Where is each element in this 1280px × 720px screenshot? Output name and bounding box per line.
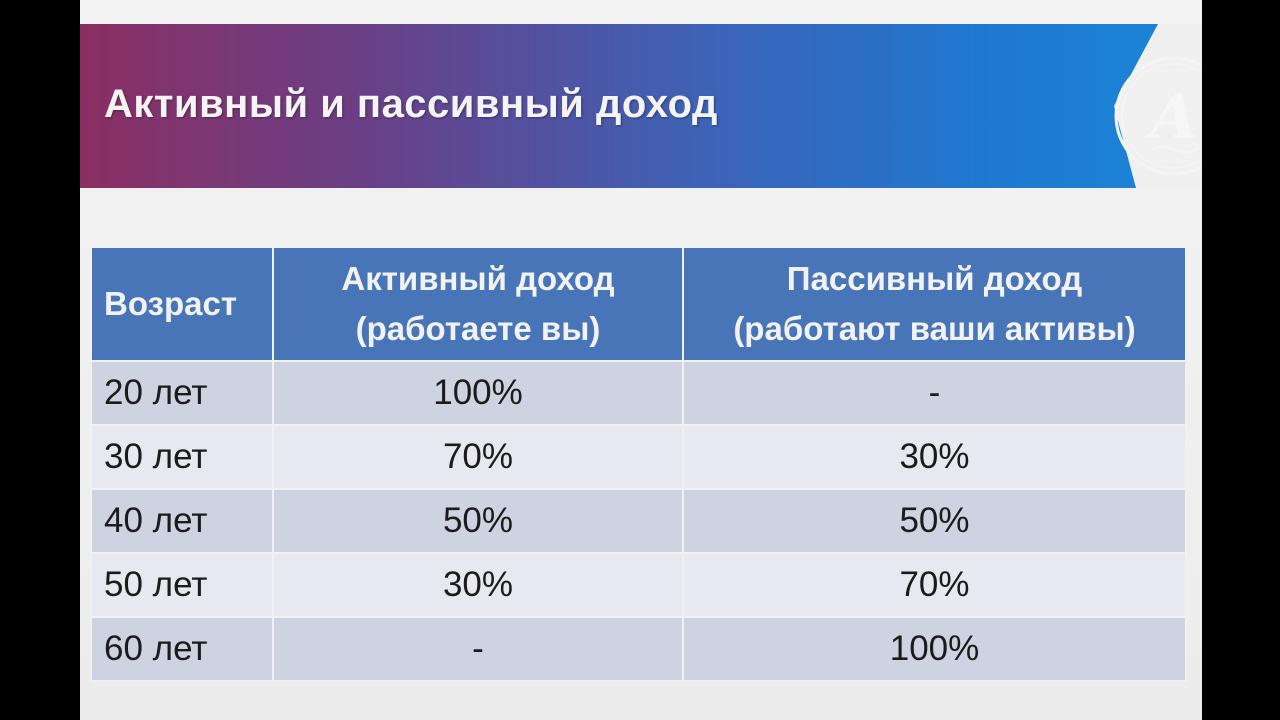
table-header-row: Возраст Активный доход (работаете вы) Па… [90, 246, 1187, 362]
title-banner [80, 24, 1202, 188]
age-cell: 20 лет [90, 360, 274, 426]
passive-cell: 70% [682, 552, 1187, 618]
passive-cell: 30% [682, 424, 1187, 490]
header-active-line2: (работаете вы) [355, 310, 601, 347]
income-table: Возраст Активный доход (работаете вы) Па… [90, 246, 1187, 682]
ornate-letter-a-logo-icon: A [1114, 56, 1202, 176]
presentation-slide: Активный и пассивный доход A Возраст Акт… [80, 0, 1202, 720]
table-row: 30 лет 70% 30% [90, 424, 1187, 490]
table-row: 60 лет - 100% [90, 616, 1187, 682]
letterbox-right [1202, 0, 1280, 720]
age-cell: 40 лет [90, 488, 274, 554]
passive-cell: 50% [682, 488, 1187, 554]
active-cell: 100% [272, 360, 684, 426]
table-row: 40 лет 50% 50% [90, 488, 1187, 554]
active-cell: - [272, 616, 684, 682]
passive-cell: - [682, 360, 1187, 426]
header-passive-line1: Пассивный доход [786, 260, 1083, 297]
header-age: Возраст [90, 246, 274, 362]
age-cell: 60 лет [90, 616, 274, 682]
logo-letter: A [1145, 80, 1198, 153]
active-cell: 50% [272, 488, 684, 554]
age-cell: 30 лет [90, 424, 274, 490]
header-passive-line2: (работают ваши активы) [733, 310, 1136, 347]
header-active: Активный доход (работаете вы) [272, 246, 684, 362]
table-row: 20 лет 100% - [90, 360, 1187, 426]
table-row: 50 лет 30% 70% [90, 552, 1187, 618]
passive-cell: 100% [682, 616, 1187, 682]
header-active-line1: Активный доход [341, 260, 615, 297]
letterbox-left [0, 0, 80, 720]
active-cell: 70% [272, 424, 684, 490]
active-cell: 30% [272, 552, 684, 618]
header-passive: Пассивный доход (работают ваши активы) [682, 246, 1187, 362]
slide-title: Активный и пассивный доход [104, 82, 718, 126]
age-cell: 50 лет [90, 552, 274, 618]
